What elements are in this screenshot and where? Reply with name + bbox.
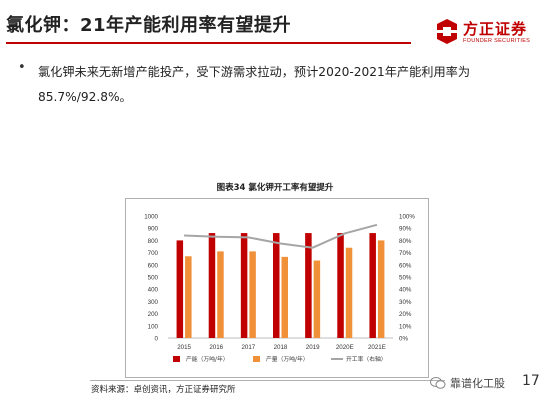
bullet-line-1: 氯化钾未来无新增产能投产，受下游需求拉动，预计2020-2021年产能利用率为: [38, 65, 471, 79]
left-axis-tick-label: 100: [148, 323, 159, 330]
chart-frame: [125, 198, 429, 378]
slide-title: 氯化钾：21年产能利用率有望提升: [6, 15, 292, 36]
x-axis-tick-label: 2015: [177, 344, 191, 351]
bar-capacity: [369, 233, 376, 338]
left-axis-tick-label: 1000: [144, 214, 158, 221]
left-axis-tick-label: 200: [148, 311, 159, 318]
legend-swatch: [173, 356, 180, 362]
left-axis-tick-label: 700: [148, 250, 159, 257]
right-axis-tick-label: 30%: [399, 299, 412, 306]
right-axis-tick-label: 90%: [399, 226, 412, 233]
right-axis-tick-label: 10%: [399, 323, 412, 330]
right-axis-tick-label: 80%: [399, 238, 412, 245]
legend-label: 开工率（右轴）: [346, 355, 387, 363]
x-axis-tick-label: 2021E: [368, 344, 386, 351]
founder-logo: 方正证券 FOUNDER SECURITIES: [434, 16, 542, 52]
x-axis-tick-label: 2016: [209, 344, 223, 351]
bar-output: [185, 256, 192, 338]
logo-text-cn: 方正证券: [463, 20, 528, 38]
bar-output: [249, 251, 256, 338]
left-axis-tick-label: 400: [148, 287, 159, 294]
wechat-icon: [430, 377, 446, 389]
founder-logo-icon: [437, 19, 457, 44]
logo-text-en: FOUNDER SECURITIES: [463, 38, 531, 44]
right-axis-tick-label: 0%: [399, 336, 408, 343]
bullet-text: 氯化钾未来无新增产能投产，受下游需求拉动，预计2020-2021年产能利用率为 …: [38, 60, 528, 110]
bar-capacity: [337, 233, 344, 338]
x-axis-tick-label: 2018: [274, 344, 288, 351]
x-axis-tick-label: 2019: [306, 344, 320, 351]
chart: 10009008007006005004003002001000100%90%8…: [144, 214, 415, 364]
bar-output: [377, 240, 385, 338]
bar-capacity: [273, 233, 280, 338]
left-axis-tick-label: 300: [148, 299, 159, 306]
left-axis-tick-label: 600: [148, 262, 159, 269]
title-divider: [6, 42, 411, 44]
left-axis-tick-label: 800: [148, 238, 159, 245]
page-number: 17: [522, 373, 540, 389]
left-axis-tick-label: 900: [148, 226, 159, 233]
watermark-text: 靠谱化工股: [450, 377, 505, 390]
x-axis-tick-label: 2020E: [336, 344, 354, 351]
bar-capacity: [240, 233, 248, 338]
source-divider: [90, 380, 445, 381]
utilization-line: [184, 223, 378, 249]
right-axis-tick-label: 70%: [399, 250, 412, 257]
legend-label: 产能（万吨/年）: [186, 355, 229, 363]
bar-output: [313, 260, 321, 338]
x-axis-tick-label: 2017: [241, 344, 255, 351]
bullet-marker: •: [18, 60, 26, 75]
left-axis-tick-label: 0: [155, 336, 159, 343]
bar-output: [281, 256, 288, 338]
bar-output: [345, 247, 353, 338]
source-note: 资料来源：卓创资讯，方正证券研究所: [91, 385, 236, 395]
right-axis-tick-label: 40%: [399, 287, 412, 294]
right-axis-tick-label: 50%: [399, 275, 412, 282]
bar-capacity: [208, 233, 216, 338]
bar-output: [217, 251, 224, 338]
watermark: 靠谱化工股: [430, 374, 545, 394]
right-axis-tick-label: 60%: [399, 262, 412, 269]
bullet-line-2: 85.7%/92.8%。: [38, 90, 132, 104]
right-axis-tick-label: 100%: [399, 214, 415, 221]
chart-title: 图表34 氯化钾开工率有望提升: [216, 183, 334, 193]
bar-capacity: [305, 233, 312, 338]
legend-swatch: [253, 356, 260, 362]
right-axis-tick-label: 20%: [399, 311, 412, 318]
bar-capacity: [176, 240, 184, 338]
legend-label: 产量（万吨/年）: [266, 355, 309, 363]
left-axis-tick-label: 500: [148, 275, 159, 282]
